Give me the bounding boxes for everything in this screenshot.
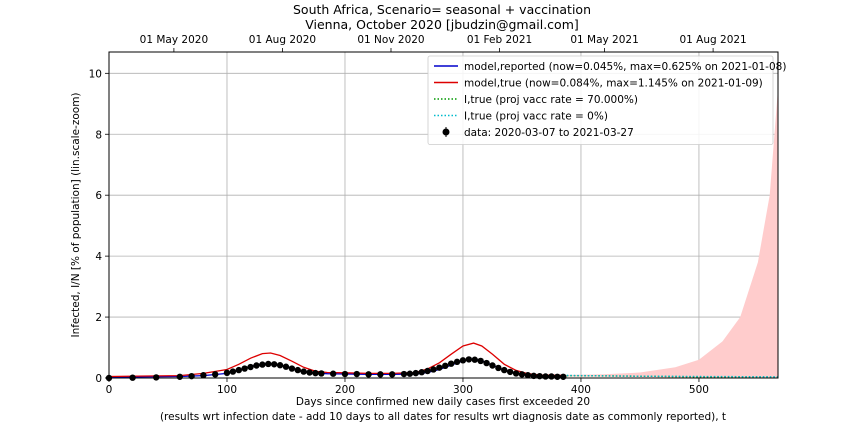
data-point [512,370,520,377]
top-tick-label: 01 Aug 2020 [249,34,316,46]
data-point [223,369,231,377]
top-tick-label: 01 Feb 2021 [467,34,532,46]
x-tick-label: 200 [335,384,355,396]
y-tick-label: 10 [89,68,102,80]
legend-label: model,reported (now=0.045%, max=0.625% o… [464,61,786,73]
top-tick-label: 01 May 2021 [570,34,638,46]
top-tick-label: 01 Aug 2021 [679,34,746,46]
chart-title-line-1: South Africa, Scenario= seasonal + vacci… [293,2,591,17]
top-tick-label: 01 May 2020 [140,34,208,46]
data-point [270,361,278,368]
data-point [506,368,514,376]
x-tick-label: 300 [453,384,473,396]
data-point [442,362,449,370]
y-tick-label: 4 [95,251,102,263]
data-point [306,369,313,376]
chart-title-line-2: Vienna, October 2020 [jbudzin@gmail.com] [305,17,579,32]
data-point [253,362,260,369]
data-point [329,370,337,377]
data-point [365,371,372,378]
x-axis-label-line-1: Days since confirmed new daily cases fir… [296,396,590,408]
data-point [430,366,437,373]
projection-band-area [563,88,778,378]
y-tick-label: 2 [95,312,102,324]
data-point [471,356,478,363]
data-point [530,372,537,380]
plot-frame [108,51,779,379]
data-point [489,362,496,369]
data-point [259,361,266,368]
x-tick-label: 500 [689,384,709,396]
series-line-2 [108,342,564,378]
y-tick-label: 8 [95,129,102,141]
legend-label: I,true (proj vacc rate = 0%) [464,111,608,123]
series-line-4 [563,374,779,378]
x-tick-label: 100 [217,384,237,396]
data-point [353,370,360,378]
data-point [418,369,425,376]
data-point [524,372,532,379]
data-point [554,373,561,380]
x-tick-label: 400 [571,384,591,396]
data-point [229,368,237,375]
data-point [560,373,567,380]
data-point [453,358,461,366]
data-point [152,374,160,381]
x-tick-label: 0 [106,384,113,396]
data-point [483,359,490,367]
legend-marker [442,128,450,136]
data-point [518,371,526,378]
data-point [424,367,431,375]
data-point [265,360,272,368]
data-point [447,360,455,367]
data-point [495,364,502,372]
data-point [211,371,219,378]
data-point [542,373,549,380]
legend-label: model,true (now=0.084%, max=1.145% on 20… [464,78,763,90]
legend-label: I,true (proj vacc rate = 70.000%) [464,94,638,106]
data-point [300,368,307,375]
data-point [465,356,473,363]
data-point [436,364,443,371]
x-axis-label-line-2: (results wrt infection date - add 10 day… [160,411,726,423]
y-tick-label: 6 [95,190,102,202]
data-point [176,373,183,380]
y-tick-label: 0 [95,373,102,385]
series-layer [105,342,779,382]
projection-band [563,88,778,378]
data-point [400,370,408,378]
data-point [288,365,296,372]
y-axis-label: Infected, I/N [% of population] (lin.sca… [70,92,82,337]
data-point [341,370,349,378]
data-point [477,357,484,365]
data-point [241,365,248,372]
data-point [377,371,384,378]
data-point [247,363,254,371]
data-point [459,357,467,364]
legend: model,reported (now=0.045%, max=0.625% o… [427,55,786,145]
data-point [235,366,242,374]
data-point [388,371,396,378]
data-point [312,369,319,377]
legend-label: data: 2020-03-07 to 2021-03-27 [464,127,634,139]
data-point [318,370,325,377]
data-point [548,373,555,380]
y-axis: 0 2 4 6 8 10 [89,68,109,385]
top-tick-label: 01 Nov 2020 [357,34,424,46]
data-point [501,366,508,374]
top-axis: 01 May 2020 01 Aug 2020 01 Nov 2020 01 Feb … [140,34,747,52]
data-point [200,372,207,379]
data-point [406,370,414,377]
data-point [294,366,301,374]
data-point [412,369,419,377]
x-axis: 0 100 200 300 400 500 [106,378,709,396]
data-point [276,362,284,369]
legend-box [427,55,774,145]
data-point [282,363,290,370]
